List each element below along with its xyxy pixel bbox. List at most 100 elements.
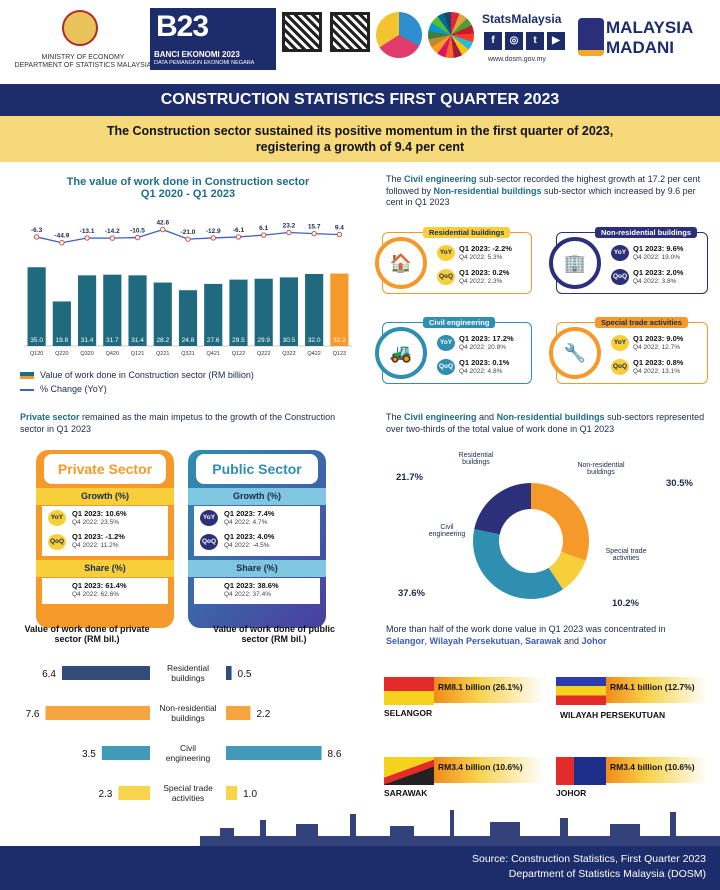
yoy-label: -13.1 xyxy=(80,228,95,235)
category-label: Non-residential xyxy=(159,703,216,713)
share-donut-chart xyxy=(473,483,589,599)
yoy-point xyxy=(210,235,216,241)
public-bar-value: 0.5 xyxy=(238,669,252,680)
skyline-decoration xyxy=(200,810,720,846)
yoy-label: 9.4 xyxy=(335,225,344,232)
bar-value-label: 32.2 xyxy=(333,337,346,344)
yoy-label: 42.6 xyxy=(156,220,169,227)
footer-bar: Source: Construction Statistics, First Q… xyxy=(0,846,720,890)
bar-Q123 xyxy=(330,273,349,346)
johor-value-bar xyxy=(606,757,708,783)
yoy-label: -44.9 xyxy=(54,233,69,240)
public-bars-title: Value of work done of public sector (RM … xyxy=(212,624,335,644)
bar-value-label: 31.7 xyxy=(106,337,119,344)
sarawak-value: RM3.4 billion (10.6%) xyxy=(438,762,523,772)
banci-ekonomi-logo: B23 BANCI EKONOMI 2023 DATA PEMANGKIN EK… xyxy=(150,8,276,70)
johor-label: JOHOR xyxy=(556,788,587,798)
x-tick-label: Q222 xyxy=(257,351,270,357)
instagram-icon[interactable]: ◎ xyxy=(505,32,523,50)
private-bar-value: 3.5 xyxy=(82,749,96,760)
subsector-card-nonresidential: Non-residential buildings 🏢 YoY Q1 2023:… xyxy=(549,227,708,294)
bar-value-label: 32.0 xyxy=(308,337,321,344)
facebook-icon[interactable]: f xyxy=(484,32,502,50)
private-paragraph: Private sector remained as the main impe… xyxy=(20,412,336,434)
wilayah-value: RM4.1 billion (12.7%) xyxy=(610,682,695,692)
public-bar-3 xyxy=(226,786,238,800)
wilayah-label: WILAYAH PERSEKUTUAN xyxy=(560,710,666,720)
yoy-point xyxy=(33,234,40,240)
category-label: engineering xyxy=(166,753,211,763)
category-label: Special trade xyxy=(163,783,213,793)
donut-pct-nonresidential: 30.5% xyxy=(666,478,693,489)
private-bar-value: 7.6 xyxy=(26,709,40,720)
private-bar-1 xyxy=(45,706,150,720)
page-title: CONSTRUCTION STATISTICS FIRST QUARTER 20… xyxy=(0,84,720,116)
bar-value-label: 29.5 xyxy=(232,337,245,344)
x-tick-label: Q320 xyxy=(80,351,93,357)
yoy-point xyxy=(59,240,65,246)
bar-Q222 xyxy=(254,278,273,346)
website-link[interactable]: www.dosm.gov.my xyxy=(488,56,546,63)
yoy-point xyxy=(134,234,141,241)
x-tick-label: Q123 xyxy=(333,351,346,357)
bar-value-label: 27.6 xyxy=(207,337,220,344)
private-bar-0 xyxy=(62,666,150,680)
yoy-point xyxy=(286,229,292,236)
x-tick-label: Q121 xyxy=(131,351,144,357)
x-tick-label: Q422 xyxy=(307,351,320,357)
category-label: buildings xyxy=(171,673,205,683)
private-growth-body: YoY Q1 2023: 10.6% Q4 2022: 23.5% QoQ Q1… xyxy=(42,506,168,556)
johor-value: RM3.4 billion (10.6%) xyxy=(610,762,695,772)
work-done-chart-title: The value of work done in Construction s… xyxy=(66,176,310,200)
sarawak-flag-icon xyxy=(384,757,434,785)
x-tick-label: Q322 xyxy=(282,351,295,357)
private-bar-value: 6.4 xyxy=(42,669,56,680)
public-share-body: Q1 2023: 38.6% Q4 2022: 37.4% xyxy=(194,578,320,604)
public-bar-value: 2.2 xyxy=(256,709,270,720)
bar-value-label: 31.4 xyxy=(81,337,94,344)
bar-value-label: 19.8 xyxy=(56,337,69,344)
share-paragraph: The Civil engineering and Non-residentia… xyxy=(386,412,705,434)
qr-code-icon[interactable] xyxy=(282,12,322,52)
private-bar-value: 2.3 xyxy=(98,789,112,800)
yoy-point xyxy=(109,235,116,241)
x-tick-label: Q122 xyxy=(232,351,245,357)
bar-Q420 xyxy=(103,274,122,346)
bar-Q320 xyxy=(77,275,97,346)
youtube-icon[interactable]: ▶ xyxy=(547,32,565,50)
bar-Q422 xyxy=(305,274,324,346)
work-done-chart: 35.0 Q120 19.8 Q220 31.4 Q320 31.7 Q420 31.4 Q121… xyxy=(24,220,352,357)
house-icon: 🏠 xyxy=(375,237,427,289)
bar-Q322 xyxy=(279,277,299,346)
donut-label-residential: Residential buildings xyxy=(458,452,494,466)
donut-slice-0 xyxy=(531,483,589,561)
public-bar-2 xyxy=(226,746,322,760)
legend-line-swatch xyxy=(20,388,34,391)
donut-slice-2 xyxy=(473,529,563,599)
bar-value-label: 31.4 xyxy=(131,337,144,344)
x-tick-label: Q220 xyxy=(55,351,68,357)
yoy-label: 6.1 xyxy=(259,225,268,232)
private-bar-2 xyxy=(101,746,150,760)
public-bar-value: 8.6 xyxy=(328,749,342,760)
category-label: Civil xyxy=(180,743,196,753)
malaysia-madani-logo: MALAYSIA MADANI xyxy=(578,14,708,62)
qr-code-icon[interactable] xyxy=(330,12,370,52)
private-bars-title: Value of work done of private sector (RM… xyxy=(24,624,150,644)
civil-paragraph: The Civil engineering sub-sector recorde… xyxy=(386,174,701,207)
yoy-label: -12.9 xyxy=(206,228,221,235)
public-bar-1 xyxy=(226,706,251,720)
twitter-icon[interactable]: t xyxy=(526,32,544,50)
yoy-label: -14.2 xyxy=(105,228,120,235)
sdg-wheel-logo xyxy=(428,12,474,58)
coat-of-arms-logo xyxy=(62,10,98,46)
sarawak-value-bar xyxy=(434,757,544,783)
category-label: Residential xyxy=(167,663,209,673)
private-bar-3 xyxy=(118,786,150,800)
ministry-label: MINISTRY OF ECONOMY DEPARTMENT OF STATIS… xyxy=(14,54,152,69)
bar-value-label: 30.5 xyxy=(283,337,296,344)
bar-value-label: 29.9 xyxy=(257,337,270,344)
bar-Q321 xyxy=(178,290,198,346)
donut-label-nonresidential: Non-residential buildings xyxy=(577,462,625,476)
yoy-point xyxy=(235,234,242,240)
